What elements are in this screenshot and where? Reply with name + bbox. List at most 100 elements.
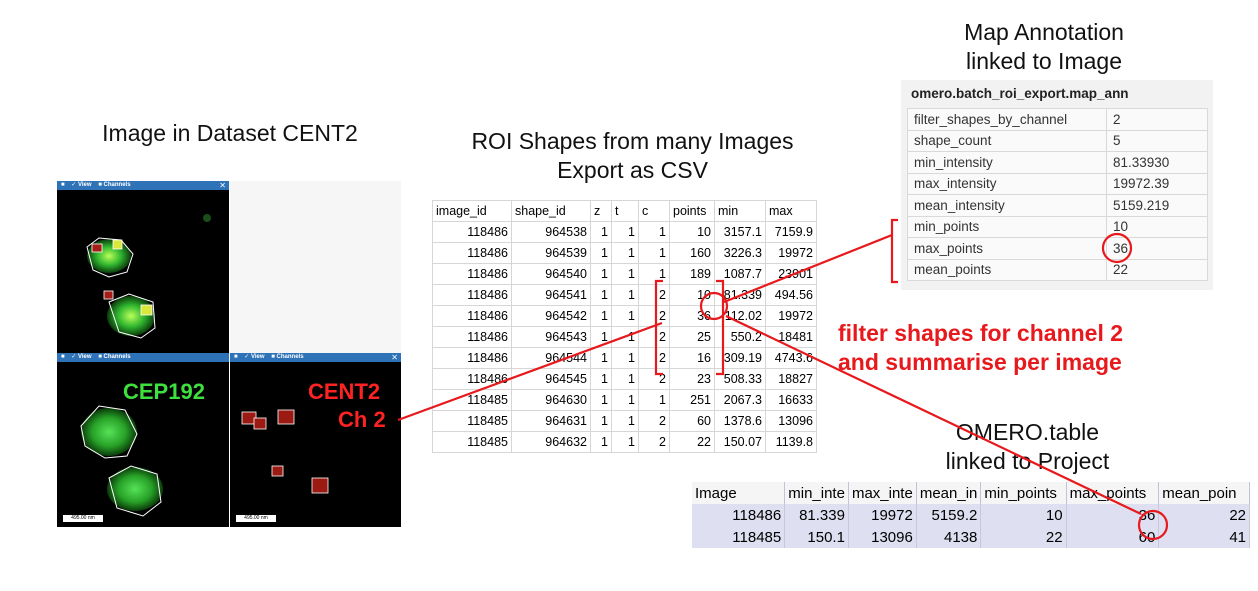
close-icon[interactable]: ✕ <box>391 353 398 362</box>
csv-cell: 1 <box>590 389 612 411</box>
csv-cell: 16633 <box>765 389 817 411</box>
csv-cell: 60 <box>669 410 715 432</box>
omero-table-header-cell: min_inte <box>784 482 849 504</box>
csv-header-cell: min <box>714 200 766 222</box>
csv-cell: 964632 <box>511 431 591 453</box>
csv-cell: 1 <box>611 326 639 348</box>
omero-table-header-cell: mean_in <box>916 482 982 504</box>
viewer-toolbar: ■ ✓ View ■ Channels <box>57 353 229 362</box>
csv-cell: 1 <box>590 410 612 432</box>
map-annotation-key: filter_shapes_by_channel <box>907 108 1107 131</box>
csv-header-cell: shape_id <box>511 200 591 222</box>
channels-menu[interactable]: ■ Channels <box>98 182 131 188</box>
csv-row: 118485 964632 1 1 2 22 150.07 1139.8 <box>432 431 817 453</box>
map-annotation-row: max_points 36 <box>907 237 1208 260</box>
csv-cell: 964630 <box>511 389 591 411</box>
map-annotation-value: 81.33930 <box>1106 151 1208 174</box>
csv-row: 118485 964631 1 1 2 60 1378.6 13096 <box>432 410 817 432</box>
map-annotation-key: max_points <box>907 237 1107 260</box>
cent2-label: CENT2 <box>308 379 381 404</box>
csv-header-cell: image_id <box>432 200 512 222</box>
csv-cell: 118486 <box>432 326 512 348</box>
view-menu[interactable]: ✓ View <box>71 182 92 188</box>
caption-roi-shapes: ROI Shapes from many Images Export as CS… <box>430 127 835 185</box>
lock-icon[interactable]: ■ <box>234 354 238 360</box>
omero-table-header-row: Image min_inte max_inte mean_in min_points ma… <box>692 482 1250 504</box>
map-annotation-key: min_points <box>907 215 1107 238</box>
map-annotation-row: min_intensity 81.33930 <box>907 151 1208 174</box>
csv-cell: 964542 <box>511 305 591 327</box>
csv-cell: 2067.3 <box>714 389 766 411</box>
view-menu[interactable]: ✓ View <box>71 354 92 360</box>
view-menu[interactable]: ✓ View <box>244 354 265 360</box>
csv-cell: 1 <box>611 389 639 411</box>
csv-cell: 964631 <box>511 410 591 432</box>
lock-icon[interactable]: ■ <box>61 182 65 188</box>
map-annotation-key: mean_points <box>907 258 1107 281</box>
csv-cell: 3226.3 <box>714 242 766 264</box>
csv-cell: 964543 <box>511 326 591 348</box>
csv-cell: 1 <box>590 368 612 390</box>
map-annotation-value: 5 <box>1106 129 1208 152</box>
csv-cell: 36 <box>669 305 715 327</box>
csv-cell: 1378.6 <box>714 410 766 432</box>
csv-header-cell: z <box>590 200 612 222</box>
csv-cell: 23 <box>669 368 715 390</box>
csv-cell: 118485 <box>432 431 512 453</box>
omero-table: Image min_inte max_inte mean_in min_points ma… <box>692 482 1250 562</box>
csv-cell: 1 <box>611 347 639 369</box>
csv-cell: 1 <box>590 242 612 264</box>
map-annotation-row: mean_intensity 5159.219 <box>907 194 1208 217</box>
omero-table-cell: 118486 <box>692 504 786 526</box>
omero-table-header-cell: Image <box>692 482 786 504</box>
csv-cell: 118486 <box>432 347 512 369</box>
csv-cell: 1 <box>590 431 612 453</box>
map-annotation-row: filter_shapes_by_channel 2 <box>907 108 1208 131</box>
csv-header-row: image_id shape_id z t c points min max <box>432 200 817 222</box>
map-annotation-row: mean_points 22 <box>907 258 1208 281</box>
map-annotation-row: shape_count 5 <box>907 129 1208 152</box>
caption-filter-shapes: filter shapes for channel 2 and summaris… <box>838 319 1123 377</box>
csv-cell: 964540 <box>511 263 591 285</box>
csv-cell: 13096 <box>765 410 817 432</box>
csv-cell: 309.19 <box>714 347 766 369</box>
caption-filter-line2: and summarise per image <box>838 349 1122 375</box>
csv-cell: 1 <box>611 263 639 285</box>
channels-menu[interactable]: ■ Channels <box>271 354 304 360</box>
csv-cell: 2 <box>638 326 670 348</box>
csv-cell: 964538 <box>511 221 591 243</box>
caption-table-line1: OMERO.table <box>955 419 1100 445</box>
lock-icon[interactable]: ■ <box>61 354 65 360</box>
omero-table-cell: 81.339 <box>784 504 849 526</box>
omero-table-row: 118485 150.1 13096 4138 22 60 41 <box>692 526 1250 548</box>
csv-row: 118486 964543 1 1 2 25 550.2 18481 <box>432 326 817 348</box>
image-viewer-cent2: ■ ✓ View ■ Channels ✕ CENT2 Ch 2 495.00 … <box>230 353 401 527</box>
csv-row: 118486 964540 1 1 1 189 1087.7 23901 <box>432 263 817 285</box>
channels-menu[interactable]: ■ Channels <box>98 354 131 360</box>
csv-cell: 964545 <box>511 368 591 390</box>
csv-cell: 1 <box>611 410 639 432</box>
csv-cell: 1 <box>638 263 670 285</box>
csv-cell: 118486 <box>432 368 512 390</box>
caption-map-annotation: Map Annotation linked to Image <box>900 18 1188 76</box>
csv-cell: 1139.8 <box>765 431 817 453</box>
csv-cell: 1 <box>611 305 639 327</box>
csv-cell: 3157.1 <box>714 221 766 243</box>
csv-cell: 22 <box>669 431 715 453</box>
scale-bar: 495.00 nm <box>236 515 276 522</box>
csv-table: image_id shape_id z t c points min max 1… <box>432 200 817 453</box>
red-channel-image <box>241 409 329 494</box>
csv-cell: 550.2 <box>714 326 766 348</box>
channel-2-label: Ch 2 <box>338 407 386 432</box>
omero-table-header-cell: max_points <box>1066 482 1160 504</box>
csv-cell: 118486 <box>432 242 512 264</box>
csv-header-cell: c <box>638 200 670 222</box>
image-viewer-composite: ■ ✓ View ■ Channels ✕ <box>57 181 229 355</box>
csv-cell: 150.07 <box>714 431 766 453</box>
composite-image <box>86 214 211 339</box>
map-annotation-panel: omero.batch_roi_export.map_ann filter_sh… <box>901 80 1213 290</box>
csv-cell: 10 <box>669 221 715 243</box>
close-icon[interactable]: ✕ <box>219 181 226 190</box>
map-annotation-value: 10 <box>1106 215 1208 238</box>
csv-cell: 23901 <box>765 263 817 285</box>
